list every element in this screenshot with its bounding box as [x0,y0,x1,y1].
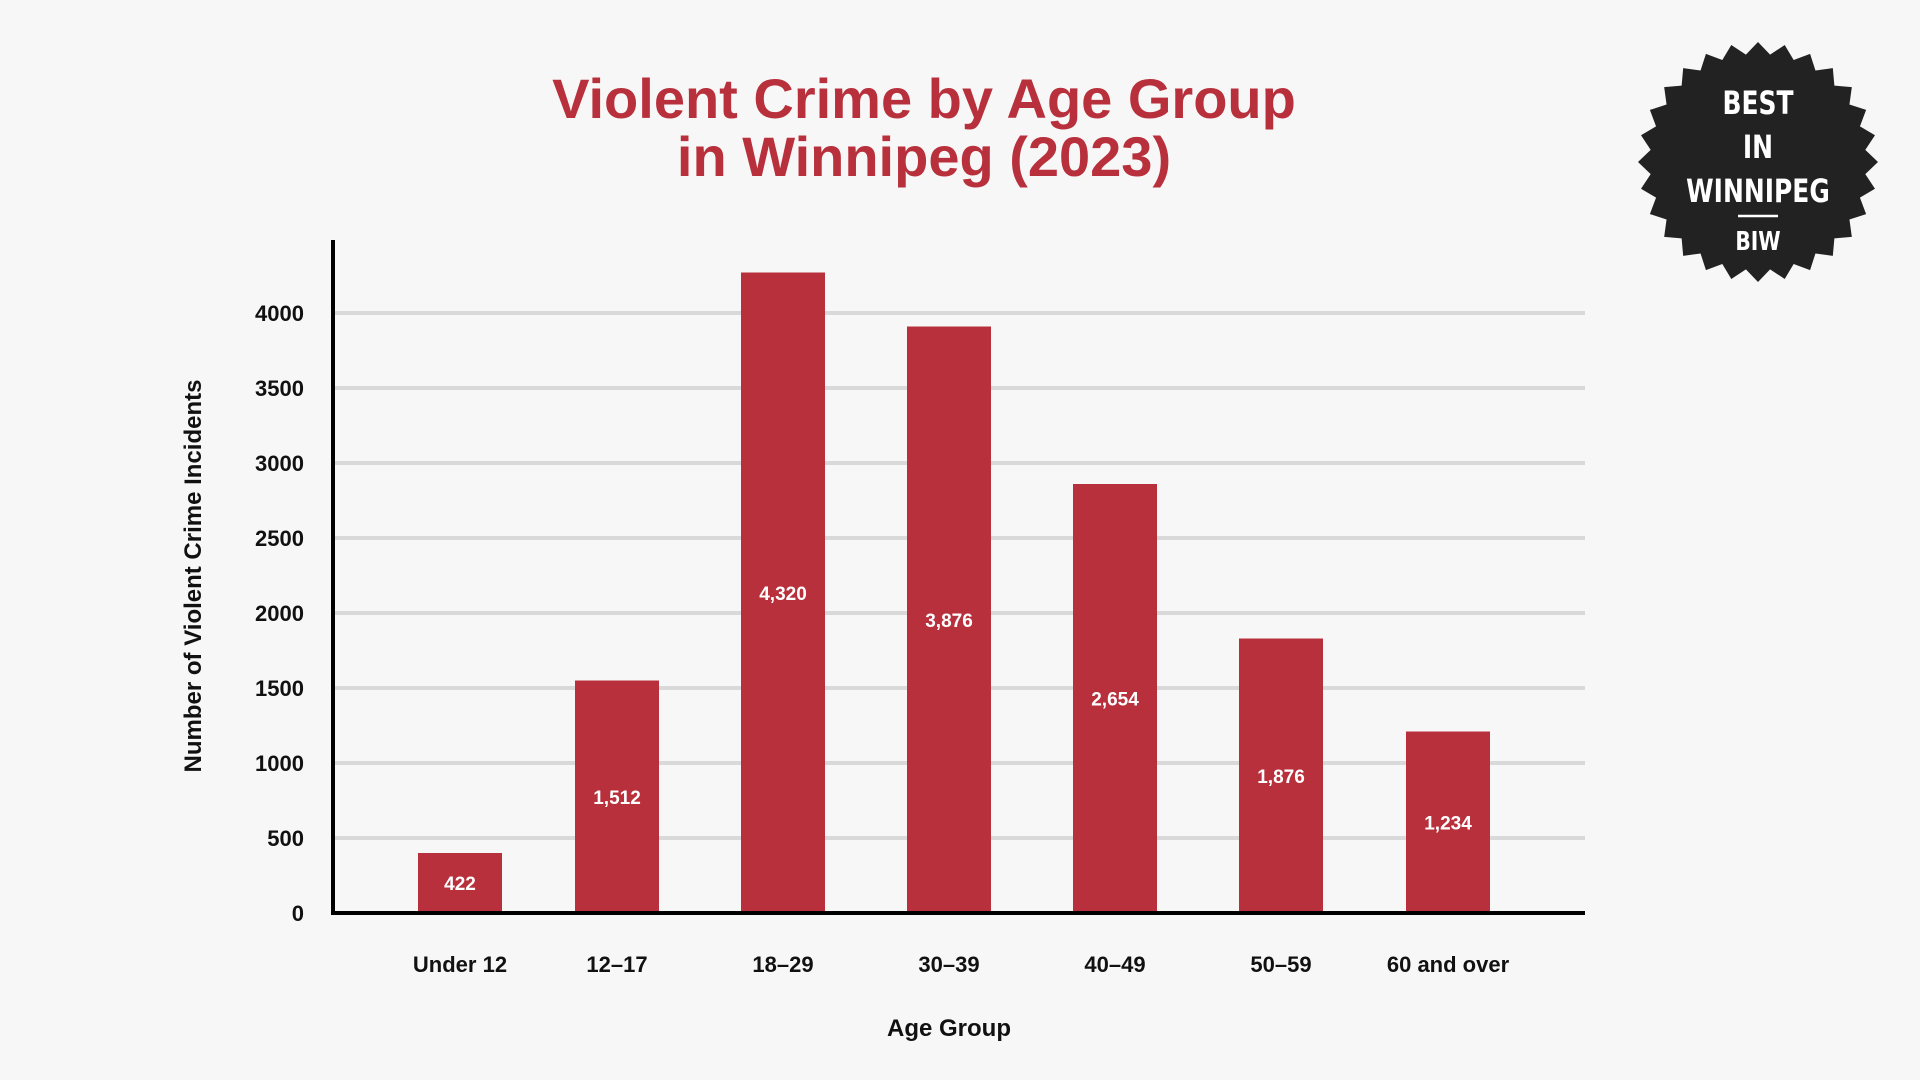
chart-title-line-1: Violent Crime by Age Group [552,67,1296,130]
x-tick-label: 30–39 [918,952,979,977]
badge-line-best: BEST [1722,84,1793,122]
chart-title: Violent Crime by Age Group in Winnipeg (… [0,70,1848,186]
chart-title-line-2: in Winnipeg (2023) [676,125,1172,188]
y-tick-label: 500 [267,826,304,851]
x-tick-label: 50–59 [1250,952,1311,977]
bar-value-label: 1,876 [1257,767,1305,788]
x-axis-label: Age Group [887,1015,1011,1042]
badge-line-in: IN [1743,128,1773,166]
x-tick-labels: Under 12 12–17 18–29 30–39 40–49 50–59 60 and … [413,952,1510,977]
bar [1073,484,1157,913]
bar [1406,731,1490,913]
y-tick-labels: 0 500 1000 1500 2000 2500 3000 3500 4000 [255,301,304,926]
best-in-winnipeg-badge: BEST IN WINNIPEG BIW [1638,42,1878,282]
y-tick-label: 1500 [255,676,304,701]
bar-value-label: 1,234 [1424,813,1472,834]
x-tick-label: 60 and over [1387,952,1510,977]
axes [331,240,1585,915]
y-tick-label: 0 [292,901,304,926]
badge-line-biw: BIW [1735,227,1780,257]
bar-value-label: 1,512 [593,788,641,809]
bar [575,680,659,913]
bar-value-label: 2,654 [1091,690,1139,711]
y-tick-label: 4000 [255,301,304,326]
bar [741,272,825,913]
y-tick-label: 2000 [255,601,304,626]
y-tick-label: 3500 [255,376,304,401]
badge-line-winnipeg: WINNIPEG [1686,172,1830,210]
x-tick-label: 18–29 [752,952,813,977]
badge-seal-shape [1638,42,1878,282]
y-axis-label: Number of Violent Crime Incidents [180,380,207,773]
x-tick-label: 40–49 [1084,952,1145,977]
y-tick-label: 3000 [255,451,304,476]
bar-value-label: 4,320 [759,584,807,605]
bar [1239,638,1323,913]
x-tick-label: 12–17 [586,952,647,977]
y-tick-label: 2500 [255,526,304,551]
bar [418,853,502,913]
bar-value-label: 422 [444,874,476,895]
bar [907,326,991,913]
x-tick-label: Under 12 [413,952,507,977]
y-tick-label: 1000 [255,751,304,776]
bars: 422 1,512 4,320 3,876 2,654 1,876 1,234 [418,272,1490,913]
bar-value-label: 3,876 [925,611,973,632]
